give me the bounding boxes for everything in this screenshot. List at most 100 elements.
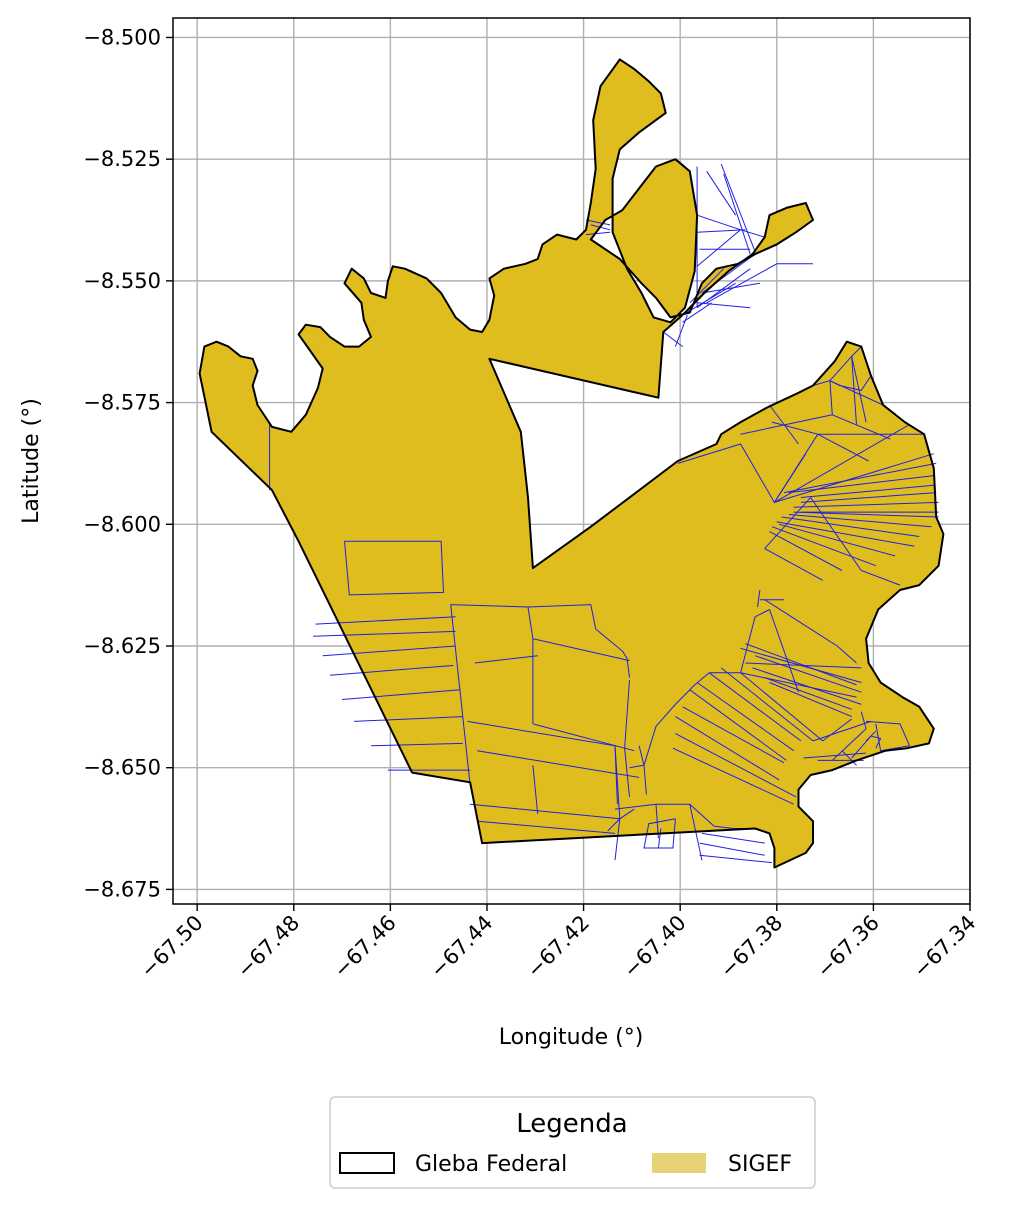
sigef-parcel-boundary — [450, 604, 471, 785]
sigef-parcel-boundary — [764, 677, 852, 710]
sigef-parcel-boundary — [699, 854, 773, 864]
y-tick-label: −8.525 — [83, 147, 161, 171]
sigef-parcel-boundary — [779, 523, 896, 557]
plot-frame — [172, 17, 971, 905]
sigef-parcel-boundary — [866, 720, 911, 747]
sigef-parcel-boundary — [532, 723, 635, 752]
sigef-parcel-boundary — [800, 484, 934, 498]
sigef-parcel-boundary — [764, 496, 901, 586]
sigef-parcel-boundary — [696, 229, 741, 267]
sigef-parcel-boundary — [800, 492, 937, 503]
sigef-parcel-boundary — [689, 689, 787, 761]
sigef-parcel-boundary — [470, 803, 620, 820]
sigef-parcel-boundary — [675, 716, 780, 781]
sigef-parcel-boundary — [585, 231, 611, 236]
legend: Legenda Gleba Federal SIGEF — [329, 1096, 816, 1189]
sigef-parcel-boundary — [655, 804, 659, 839]
sigef-area — [199, 59, 944, 868]
sigef-parcel-boundary — [677, 443, 741, 464]
sigef-parcel-boundary — [708, 672, 802, 742]
sigef-parcel-boundary — [788, 475, 934, 494]
sigef-parcel-boundary — [860, 711, 867, 729]
sigef-parcel-boundary — [657, 828, 662, 849]
sigef-parcel-boundary — [662, 331, 683, 347]
sigef-parcel-boundary — [769, 682, 852, 718]
sigef-parcel-boundary — [682, 706, 785, 764]
sigef-parcel-boundary — [313, 630, 456, 637]
sigef-parcel-boundary — [675, 733, 797, 798]
sigef-parcel-boundary — [672, 747, 794, 805]
sigef-parcel-boundary — [829, 375, 872, 391]
sigef-parcel-boundary — [783, 462, 937, 494]
y-tick-label: −8.500 — [83, 25, 161, 49]
sigef-parcel-boundary — [831, 728, 867, 761]
sigef-parcel-boundary — [757, 589, 761, 608]
sigef-parcel-boundary — [781, 516, 920, 537]
sigef-parcel-boundary — [706, 171, 737, 216]
y-tick-label: −8.550 — [83, 269, 161, 293]
map-data — [198, 58, 945, 869]
sigef-parcel-boundary — [344, 540, 445, 596]
sigef-parcel-boundary — [771, 526, 876, 567]
sigef-parcel-boundary — [841, 750, 857, 766]
sigef-parcel-boundary — [793, 511, 939, 518]
sigef-parcel-boundary — [643, 818, 676, 849]
sigef-parcel-boundary — [865, 730, 877, 742]
sigef-parcel-boundary — [851, 356, 867, 423]
sigef-parcel-boundary — [624, 680, 630, 797]
y-tick-label: −8.575 — [83, 391, 161, 415]
sigef-parcel-boundary — [822, 718, 853, 742]
sigef-parcel-boundary — [696, 682, 794, 752]
sigef-parcel-boundary — [701, 282, 760, 294]
sigef-parcel-boundary — [769, 609, 799, 693]
sigef-parcel-boundary — [477, 750, 640, 778]
sigef-parcel-boundary — [701, 832, 765, 844]
sigef-parcel-boundary — [740, 647, 862, 683]
sigef-parcel-boundary — [851, 346, 862, 357]
sigef-parcel-boundary — [740, 672, 824, 742]
legend-gleba-swatch — [339, 1152, 395, 1174]
sigef-parcel-boundary — [697, 302, 751, 309]
sigef-parcel-boundary — [851, 735, 882, 759]
legend-title: Legenda — [516, 1109, 627, 1139]
sigef-parcel-boundary — [769, 531, 843, 571]
sigef-parcel-boundary — [774, 453, 934, 503]
sigef-parcel-boundary — [474, 655, 538, 664]
sigef-parcel-boundary — [875, 723, 910, 752]
sigef-parcel-boundary — [740, 672, 857, 698]
legend-sigef-swatch — [652, 1153, 706, 1173]
sigef-parcel-boundary — [752, 667, 862, 705]
sigef-parcel-boundary — [477, 820, 616, 834]
sigef-parcel-boundary — [812, 720, 872, 742]
sigef-parcel-boundary — [682, 302, 712, 323]
sigef-parcel-boundary — [532, 765, 539, 814]
sigef-parcel-boundary — [723, 173, 751, 255]
sigef-parcel-boundary — [720, 163, 756, 252]
sigef-parcel-boundary — [370, 742, 463, 747]
y-axis-label: Latitude (°) — [19, 398, 44, 524]
sigef-parcel-boundary — [706, 263, 813, 304]
sigef-parcel-boundary — [764, 548, 823, 581]
sigef-parcel-boundary — [342, 689, 461, 700]
y-tick-label: −8.675 — [83, 877, 161, 901]
sigef-parcel-boundary — [788, 514, 932, 528]
sigef-parcel-boundary — [585, 219, 611, 226]
sigef-parcel-boundary — [832, 414, 891, 440]
sigef-parcel-boundary — [720, 667, 814, 742]
sigef-parcel-boundary — [329, 665, 454, 676]
sigef-parcel-boundary — [764, 599, 857, 664]
sigef-parcel-boundary — [697, 229, 746, 233]
y-tick-label: −8.600 — [83, 512, 161, 536]
gleba-federal-boundary — [198, 58, 945, 869]
sigef-parcel-boundary — [793, 501, 939, 508]
x-axis-label: Longitude (°) — [499, 1025, 644, 1050]
sigef-parcel-boundary — [776, 521, 915, 547]
sigef-parcel-boundary — [754, 655, 862, 693]
sigef-parcel-boundary — [745, 643, 857, 686]
sigef-parcel-boundary — [322, 645, 456, 657]
sigef-parcel-boundary — [769, 404, 799, 445]
y-tick-label: −8.625 — [83, 634, 161, 658]
sigef-parcel-boundary — [773, 433, 819, 503]
